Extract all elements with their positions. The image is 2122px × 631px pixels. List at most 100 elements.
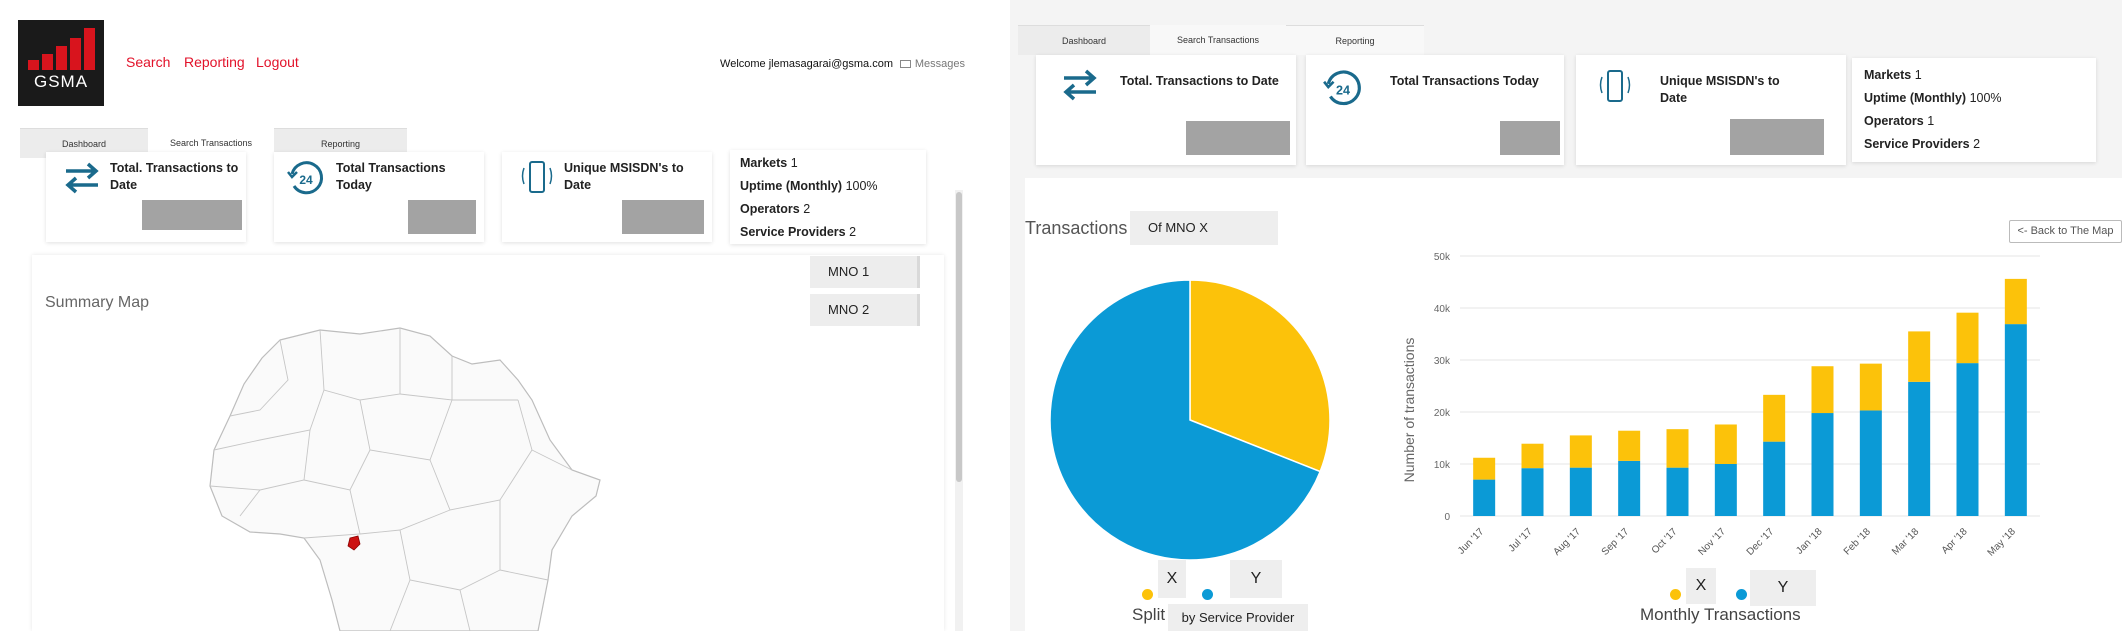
tab-reporting[interactable]: Reporting bbox=[1286, 25, 1424, 55]
bar-x-8[interactable] bbox=[1859, 363, 1882, 411]
bar-x-3[interactable] bbox=[1618, 430, 1641, 461]
nav-search-link[interactable]: Search bbox=[126, 54, 171, 70]
stat-card-unique-msisdn: Unique MSISDN's to Date bbox=[502, 152, 712, 242]
legend-label-x[interactable]: X bbox=[1686, 568, 1716, 604]
pie-slice-y[interactable] bbox=[1049, 279, 1322, 561]
envelope-icon bbox=[899, 60, 911, 69]
x-tick-label: Mar '18 bbox=[1890, 526, 1921, 557]
bar-y-8[interactable] bbox=[1859, 410, 1882, 516]
stat-value-placeholder bbox=[622, 200, 704, 234]
bar-y-6[interactable] bbox=[1763, 441, 1786, 516]
bar-x-9[interactable] bbox=[1908, 331, 1931, 382]
legend-dot-x bbox=[1670, 589, 1681, 600]
bar-x-0[interactable] bbox=[1473, 457, 1496, 480]
right-tab-bar: Dashboard Search Transactions Reporting bbox=[1018, 25, 1424, 55]
x-tick-label: Aug '17 bbox=[1551, 526, 1583, 558]
stat-card-total-today: 24 Total Transactions Today bbox=[274, 152, 484, 242]
service-providers-row: Service Providers 2 bbox=[740, 225, 857, 239]
pie-slice-x[interactable] bbox=[1189, 279, 1331, 473]
stat-card-total-to-date: Total. Transactions to Date bbox=[46, 152, 246, 242]
bar-x-tick-labels: Jun '17 Jul '17 Aug '17 Sep '17 Oct '17 Nov '… bbox=[1456, 526, 2018, 559]
stat-value-placeholder bbox=[1186, 121, 1290, 155]
pie-slices bbox=[1049, 279, 1331, 561]
legend-dot-y bbox=[1202, 589, 1213, 600]
legend-label-y[interactable]: Y bbox=[1750, 570, 1816, 606]
bar-y-4[interactable] bbox=[1666, 467, 1689, 516]
stat-label: Total Transactions Today bbox=[1390, 74, 1539, 88]
bar-y-10[interactable] bbox=[1956, 363, 1979, 516]
pie-caption-box: by Service Provider bbox=[1168, 604, 1308, 631]
bar-x-1[interactable] bbox=[1521, 443, 1544, 469]
stat-label: Total. Transactions to Date bbox=[1120, 74, 1279, 88]
stat-card-total-today: 24 Total Transactions Today bbox=[1306, 55, 1564, 165]
x-tick-label: Jan '18 bbox=[1794, 526, 1825, 557]
scrollbar-thumb[interactable] bbox=[956, 192, 962, 482]
y-tick-label: 20k bbox=[1434, 408, 1451, 419]
x-tick-label: Dec '17 bbox=[1745, 526, 1777, 558]
info-card-summary: Markets 1 Uptime (Monthly) 100% Operator… bbox=[1852, 58, 2096, 162]
operators-row: Operators 1 bbox=[1864, 114, 1935, 128]
markets-row: Markets 1 bbox=[1864, 68, 1922, 82]
uptime-row: Uptime (Monthly) 100% bbox=[1864, 91, 2002, 105]
x-tick-label: Jul '17 bbox=[1507, 526, 1535, 554]
stat-label: Total Transactions Today bbox=[336, 161, 446, 192]
bar-y-9[interactable] bbox=[1908, 381, 1931, 516]
stat-label: Unique MSISDN's to Date bbox=[564, 161, 684, 192]
stat-card-total-to-date: Total. Transactions to Date bbox=[1036, 55, 1296, 165]
stat-value-placeholder bbox=[1730, 119, 1824, 155]
exchange-arrows-icon bbox=[65, 162, 99, 194]
bar-gridlines bbox=[1460, 255, 2040, 517]
svg-text:24: 24 bbox=[299, 173, 313, 187]
nav-reporting-link[interactable]: Reporting bbox=[184, 54, 245, 70]
gsma-logo[interactable]: GSMA bbox=[18, 20, 104, 106]
bar-y-3[interactable] bbox=[1618, 460, 1641, 516]
bar-x-11[interactable] bbox=[2004, 278, 2027, 325]
bar-y-1[interactable] bbox=[1521, 468, 1544, 516]
x-tick-label: Jun '17 bbox=[1456, 526, 1487, 557]
legend-label-y[interactable]: Y bbox=[1230, 560, 1282, 598]
x-tick-label: Nov '17 bbox=[1696, 526, 1728, 558]
bar-x-5[interactable] bbox=[1714, 424, 1737, 464]
logo-text: GSMA bbox=[33, 72, 89, 91]
stat-value-placeholder bbox=[1500, 121, 1560, 155]
pie-caption: Split bbox=[1132, 605, 1166, 624]
bar-y-0[interactable] bbox=[1473, 479, 1496, 516]
uptime-row: Uptime (Monthly) 100% bbox=[740, 179, 878, 193]
svg-text:24: 24 bbox=[1336, 83, 1350, 97]
messages-label: Messages bbox=[914, 58, 965, 70]
highlighted-country[interactable] bbox=[347, 535, 361, 551]
clock-24-icon: 24 bbox=[1323, 70, 1361, 106]
stat-value-placeholder bbox=[408, 200, 476, 234]
bar-y-11[interactable] bbox=[2004, 324, 2027, 516]
bar-x-10[interactable] bbox=[1956, 312, 1979, 364]
stat-label: Unique MSISDN's to Date bbox=[1660, 74, 1780, 105]
mno-1-button[interactable]: MNO 1 bbox=[810, 256, 920, 288]
x-tick-label: Sep '17 bbox=[1600, 526, 1632, 558]
bar-y-7[interactable] bbox=[1811, 413, 1834, 516]
bar-y-5[interactable] bbox=[1714, 464, 1737, 516]
messages-link[interactable]: Messages bbox=[899, 58, 965, 70]
bar-x-2[interactable] bbox=[1569, 435, 1592, 468]
legend-label-x[interactable]: X bbox=[1158, 560, 1186, 598]
y-tick-label: 10k bbox=[1434, 460, 1451, 471]
tab-dashboard[interactable]: Dashboard bbox=[1018, 25, 1150, 55]
y-tick-label: 40k bbox=[1434, 304, 1451, 315]
bar-x-6[interactable] bbox=[1763, 394, 1786, 442]
pie-chart bbox=[1049, 279, 1331, 561]
stacked-bar-chart: 0 10k 20k 30k 40k 50k Jun '17 Jul '17 Aug '17 Se… bbox=[1401, 252, 2040, 559]
left-screenshot-panel: GSMA Search Reporting Logout Welcome jle… bbox=[0, 0, 965, 631]
stat-value-placeholder bbox=[142, 200, 242, 230]
africa-map[interactable] bbox=[200, 320, 640, 631]
mno-2-button[interactable]: MNO 2 bbox=[810, 294, 920, 326]
x-tick-label: Apr '18 bbox=[1940, 526, 1970, 556]
stat-card-unique-msisdn: Unique MSISDN's to Date bbox=[1576, 55, 1846, 165]
bar-y-2[interactable] bbox=[1569, 467, 1592, 516]
bar-series bbox=[1473, 278, 2027, 516]
mobile-phone-icon bbox=[1599, 70, 1631, 102]
tab-search-transactions[interactable]: Search Transactions bbox=[1150, 25, 1286, 55]
mno-filter-select[interactable]: Of MNO X bbox=[1130, 211, 1278, 245]
info-card-summary: Markets 1 Uptime (Monthly) 100% Operator… bbox=[730, 150, 926, 244]
bar-x-7[interactable] bbox=[1811, 366, 1834, 414]
bar-x-4[interactable] bbox=[1666, 429, 1689, 468]
nav-logout-link[interactable]: Logout bbox=[256, 54, 299, 70]
